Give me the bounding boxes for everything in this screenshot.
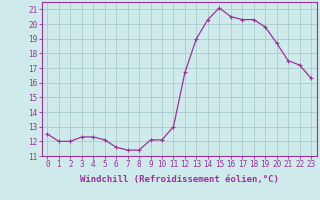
X-axis label: Windchill (Refroidissement éolien,°C): Windchill (Refroidissement éolien,°C): [80, 175, 279, 184]
